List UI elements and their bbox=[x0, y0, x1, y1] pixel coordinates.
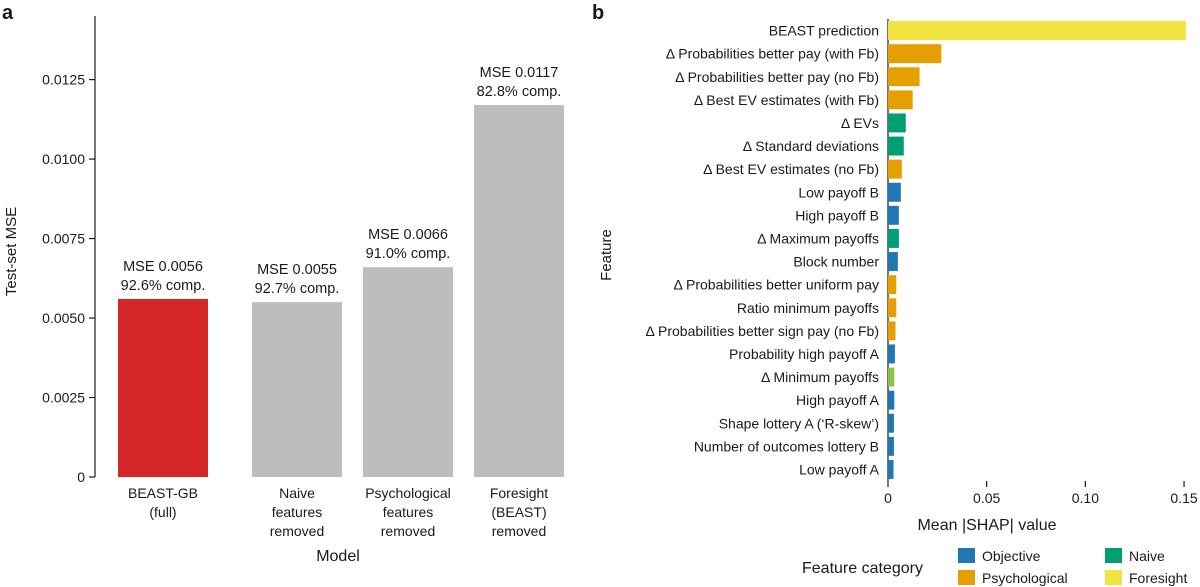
panel-b-feature-label: Δ Best EV estimates (no Fb) bbox=[703, 161, 879, 177]
legend-label: Foresight bbox=[1129, 570, 1187, 586]
panel-b-bar bbox=[888, 67, 920, 87]
panel-b-bar bbox=[888, 113, 906, 133]
panel-b-feature-label: High payoff B bbox=[795, 207, 879, 223]
panel-b-x-axis-title: Mean |SHAP| value bbox=[917, 517, 1056, 534]
panel-a-bar-annotation: 92.7% comp. bbox=[255, 281, 340, 297]
legend-swatch bbox=[958, 570, 975, 585]
panel-a-bar-annotation: MSE 0.0117 bbox=[480, 65, 559, 81]
panel-b-bar bbox=[888, 90, 913, 110]
panel-a-bar-annotation: MSE 0.0055 bbox=[257, 262, 337, 278]
panel-b-x-tick-label: 0 bbox=[884, 490, 892, 506]
panel-b-feature-label: Block number bbox=[793, 254, 879, 270]
panel-a-x-tick-label: BEAST-GB bbox=[128, 485, 198, 501]
panel-a-x-tick-label: removed bbox=[381, 523, 435, 539]
panel-b-bar bbox=[888, 367, 895, 387]
legend-label: Objective bbox=[982, 548, 1041, 564]
panel-a-x-tick-label: Psychological bbox=[365, 485, 451, 501]
panel-b-feature-label: Δ EVs bbox=[841, 115, 879, 131]
panel-b-bar bbox=[888, 413, 894, 433]
panel-b-feature-label: Δ Best EV estimates (with Fb) bbox=[694, 92, 879, 108]
panel-a-x-tick-label: Foresight bbox=[490, 485, 548, 501]
panel-b-bar bbox=[888, 252, 898, 272]
panel-b-label: b bbox=[592, 2, 604, 24]
panel-b-x-tick-label: 0.10 bbox=[1072, 490, 1099, 506]
panel-a-y-tick-label: 0.0075 bbox=[42, 231, 85, 247]
panel-b-y-axis-title: Feature bbox=[598, 229, 615, 281]
panel-a-y-axis-title: Test-set MSE bbox=[3, 207, 20, 296]
panel-a-y-tick-label: 0 bbox=[77, 469, 85, 485]
panel-a-bar-annotation: MSE 0.0066 bbox=[368, 227, 448, 243]
panel-a-x-tick-label: (full) bbox=[149, 504, 176, 520]
panel-b-bar bbox=[888, 21, 1187, 41]
panel-b-bar bbox=[888, 205, 899, 225]
panel-b-feature-label: Δ Probabilities better pay (with Fb) bbox=[666, 46, 879, 62]
panel-a-label: a bbox=[2, 2, 14, 24]
panel-b-feature-label: Number of outcomes lottery B bbox=[694, 438, 879, 454]
panel-a-bar bbox=[252, 302, 342, 477]
panel-b-feature-label: Δ Maximum payoffs bbox=[757, 230, 879, 246]
panel-a-x-tick-label: features bbox=[383, 504, 434, 520]
panel-b-feature-label: Shape lottery A (‘R-skew’) bbox=[719, 415, 879, 431]
panel-b-feature-label: Δ Probabilities better pay (no Fb) bbox=[675, 69, 879, 85]
panel-b-feature-label: Probability high payoff A bbox=[729, 346, 880, 362]
panel-a-y-tick-label: 0.0100 bbox=[42, 151, 85, 167]
panel-b-bar bbox=[888, 159, 902, 179]
panel-a-bar bbox=[474, 105, 564, 477]
panel-b-x-tick-label: 0.15 bbox=[1170, 490, 1197, 506]
panel-b-feature-label: Δ Probabilities better sign pay (no Fb) bbox=[646, 323, 879, 339]
panel-a-y-tick-label: 0.0050 bbox=[42, 310, 85, 326]
panel-b-bar bbox=[888, 436, 894, 456]
panel-b-feature-label: Δ Minimum payoffs bbox=[761, 369, 879, 385]
panel-a-bar bbox=[118, 298, 208, 477]
panel-b-bar bbox=[888, 182, 901, 202]
panel-a-bar-annotation: 92.6% comp. bbox=[121, 278, 206, 294]
legend-swatch bbox=[1105, 570, 1122, 585]
panel-a-y-tick-label: 0.0125 bbox=[42, 72, 85, 88]
panel-a-bar-annotation: 91.0% comp. bbox=[366, 246, 451, 262]
panel-b-feature-label: Δ Standard deviations bbox=[743, 138, 879, 154]
panel-b-bar bbox=[888, 321, 896, 341]
panel-b-bar bbox=[888, 298, 897, 318]
panel-b-bar bbox=[888, 44, 942, 64]
panel-b-feature-label: High payoff A bbox=[796, 392, 880, 408]
panel-a-bar bbox=[363, 267, 453, 477]
panel-b-bar bbox=[888, 275, 897, 295]
panel-b-x-tick-label: 0.05 bbox=[973, 490, 1000, 506]
panel-a-x-axis-title: Model bbox=[316, 548, 360, 565]
panel-a-bar-annotation: MSE 0.0056 bbox=[123, 259, 203, 275]
panel-b-feature-label: BEAST prediction bbox=[769, 23, 879, 39]
panel-a-x-tick-label: removed bbox=[270, 523, 324, 539]
legend-label: Psychological bbox=[982, 570, 1068, 586]
panel-b-feature-label: Ratio minimum payoffs bbox=[737, 300, 879, 316]
panel-a-x-tick-label: features bbox=[272, 504, 323, 520]
legend-swatch bbox=[1105, 548, 1122, 563]
legend-title: Feature category bbox=[802, 560, 923, 577]
panel-a-x-tick-label: (BEAST) bbox=[491, 504, 546, 520]
panel-b-feature-label: Low payoff B bbox=[798, 184, 879, 200]
panel-b-bar bbox=[888, 459, 894, 479]
panel-b-feature-label: Low payoff A bbox=[799, 461, 880, 477]
panel-a-y-tick-label: 0.0025 bbox=[42, 390, 85, 406]
panel-b-feature-label: Δ Probabilities better uniform pay bbox=[674, 277, 879, 293]
legend-label: Naive bbox=[1129, 548, 1165, 564]
panel-b-bar bbox=[888, 344, 895, 364]
panel-a-bar-annotation: 82.8% comp. bbox=[477, 84, 562, 100]
panel-b-bar bbox=[888, 136, 904, 156]
panel-a-x-tick-label: removed bbox=[492, 523, 546, 539]
panel-b-bar bbox=[888, 228, 899, 248]
panel-b-bar bbox=[888, 390, 895, 410]
legend-swatch bbox=[958, 548, 975, 563]
panel-a-x-tick-label: Naive bbox=[279, 485, 315, 501]
